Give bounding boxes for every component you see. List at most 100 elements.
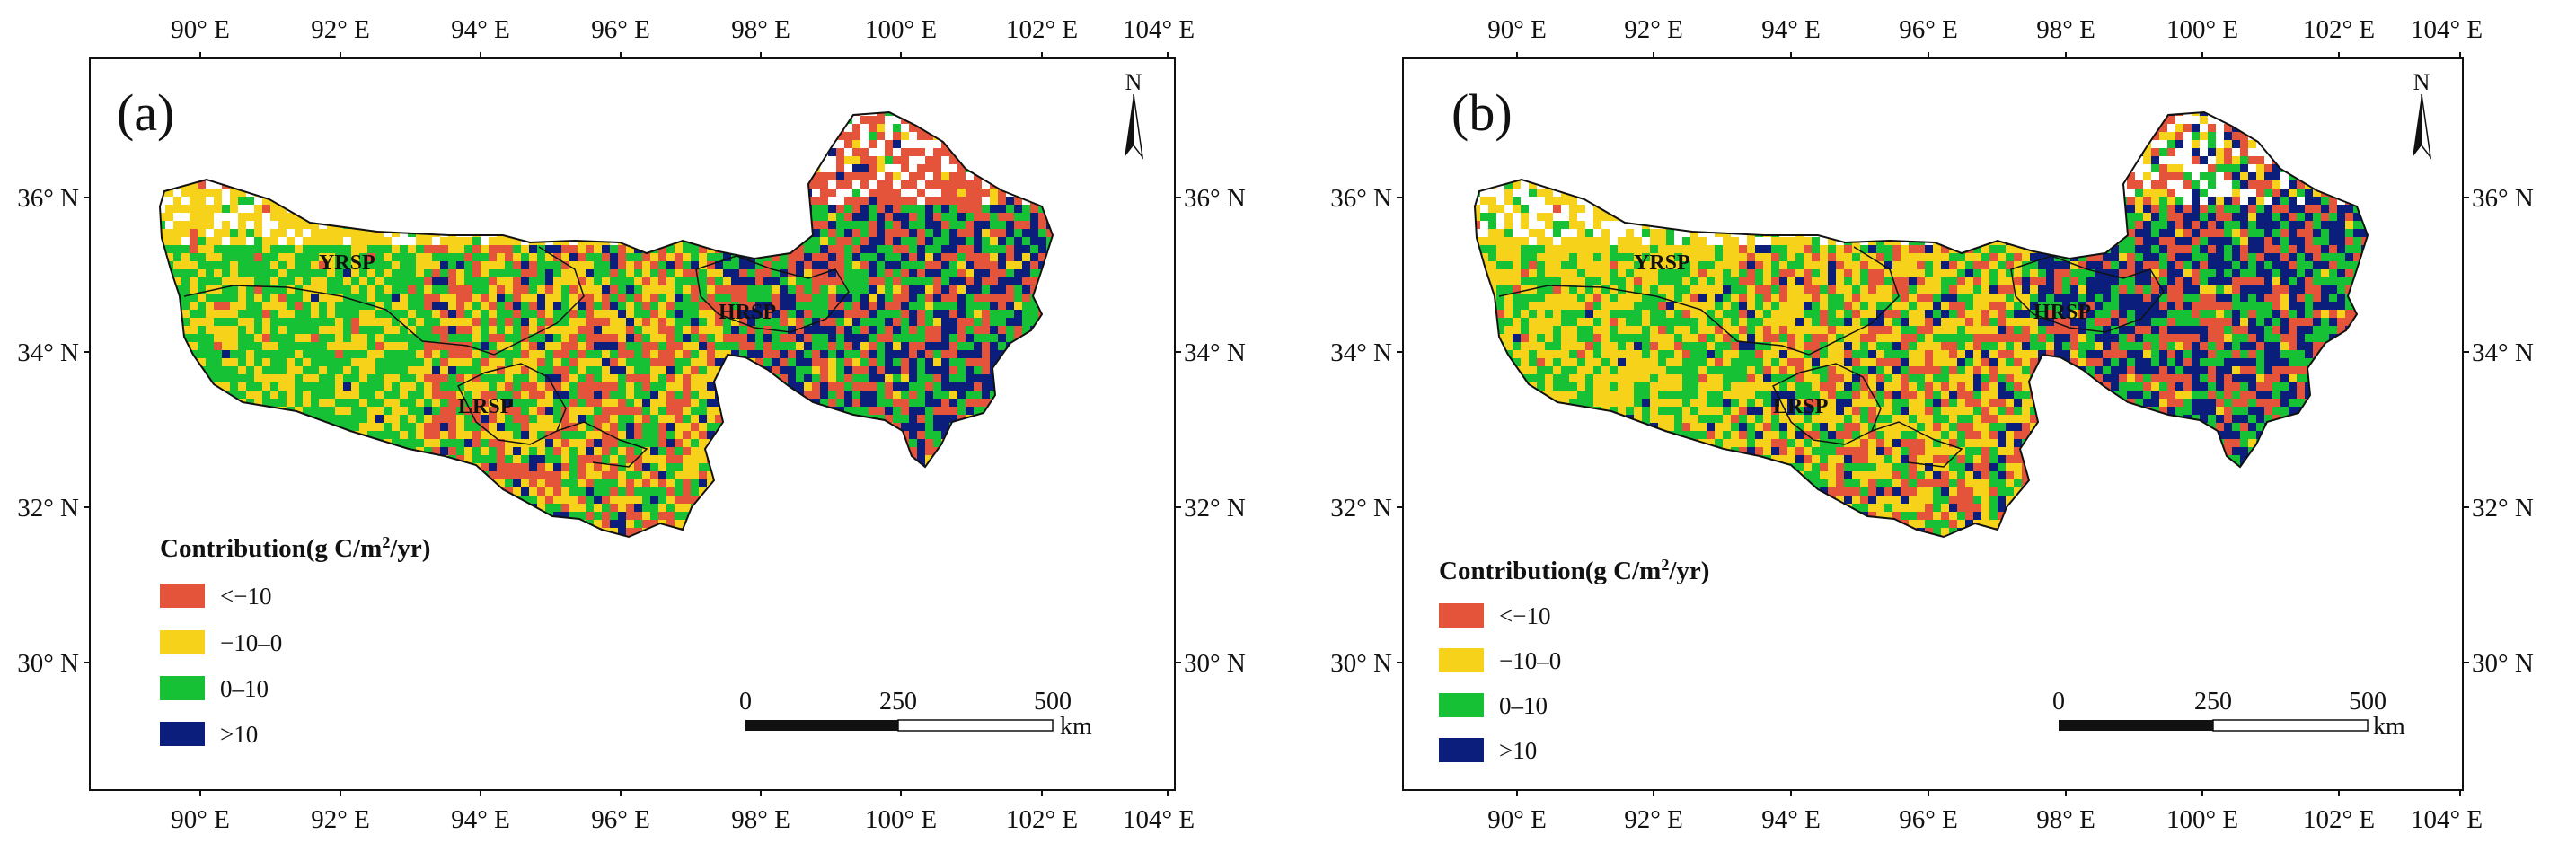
raster-cell: [513, 237, 521, 245]
raster-cell: [586, 479, 594, 487]
raster-cell: [788, 302, 796, 310]
raster-cell: [586, 382, 594, 391]
raster-cell: [238, 334, 246, 342]
raster-cell: [828, 277, 836, 285]
raster-cell: [432, 447, 440, 455]
raster-cell: [432, 350, 440, 358]
raster-cell: [392, 253, 400, 261]
raster-cell: [545, 302, 553, 310]
raster-cell: [715, 407, 723, 415]
raster-cell: [917, 253, 925, 261]
raster-cell: [925, 180, 933, 189]
raster-cell: [852, 285, 860, 294]
raster-cell: [852, 382, 860, 391]
raster-cell: [957, 205, 966, 213]
raster-cell: [820, 197, 828, 205]
raster-cell: [529, 407, 537, 415]
lon-labels-top: 90° E 92° E 94° E 96° E 98° E 100° E 102…: [171, 15, 1195, 44]
raster-cell: [489, 374, 497, 382]
raster-cell: [852, 277, 860, 285]
raster-cell: [206, 366, 214, 374]
raster-cell: [796, 253, 804, 261]
raster-cell: [852, 318, 860, 326]
raster-cell: [343, 318, 351, 326]
raster-cell: [392, 334, 400, 342]
raster-cell: [545, 447, 553, 455]
raster-cell: [392, 285, 400, 294]
raster-cell: [230, 342, 238, 350]
raster-cell: [505, 294, 513, 302]
raster-cell: [925, 197, 933, 205]
raster-cell: [602, 496, 610, 504]
raster-cell: [214, 350, 222, 358]
raster-cell: [327, 358, 335, 366]
raster-cell: [828, 342, 836, 350]
raster-cell: [739, 310, 747, 318]
raster-cell: [497, 439, 505, 447]
raster-cell: [626, 471, 634, 479]
raster-cell: [327, 253, 335, 261]
raster-cell: [594, 318, 602, 326]
raster-cell: [521, 447, 529, 455]
raster-cell: [941, 229, 949, 237]
raster-cell: [675, 463, 683, 471]
raster-cell: [594, 423, 602, 431]
raster-cell: [610, 326, 618, 334]
raster-cell: [691, 334, 699, 342]
raster-cell: [440, 277, 448, 285]
raster-cell: [287, 294, 295, 302]
raster-cell: [254, 245, 262, 253]
raster-cell: [691, 455, 699, 463]
raster-cell: [860, 213, 869, 221]
raster-cell: [545, 479, 553, 487]
raster-cell: [537, 479, 545, 487]
raster-cell: [521, 423, 529, 431]
raster-cell: [472, 358, 481, 366]
raster-cell: [448, 285, 456, 294]
raster-cell: [650, 277, 658, 285]
raster-cell: [966, 237, 974, 245]
raster-cell: [788, 277, 796, 285]
raster-cell: [594, 302, 602, 310]
raster-cell: [319, 302, 327, 310]
raster-cell: [367, 366, 375, 374]
raster-cell: [287, 310, 295, 318]
raster-cell: [957, 277, 966, 285]
raster-cell: [206, 221, 214, 229]
raster-cell: [270, 374, 278, 382]
raster-cell: [634, 294, 642, 302]
raster-cell: [949, 237, 957, 245]
raster-cell: [675, 366, 683, 374]
raster-cell: [966, 302, 974, 310]
raster-cell: [553, 447, 561, 455]
raster-cell: [731, 261, 739, 269]
raster-cell: [432, 358, 440, 366]
raster-cell: [917, 447, 925, 455]
raster-cell: [594, 479, 602, 487]
raster-cell: [982, 310, 990, 318]
raster-cell: [925, 156, 933, 164]
raster-cell: [869, 221, 877, 229]
raster-cell: [254, 310, 262, 318]
raster-cell: [675, 277, 683, 285]
raster-cell: [998, 310, 1006, 318]
raster-cell: [440, 415, 448, 423]
raster-cell: [270, 399, 278, 407]
raster-cell: [852, 399, 860, 407]
raster-cell: [335, 294, 343, 302]
raster-cell: [262, 374, 270, 382]
raster-cell: [909, 358, 917, 366]
raster-cell: [448, 269, 456, 277]
raster-cell: [230, 334, 238, 342]
raster-cell: [335, 382, 343, 391]
raster-cell: [909, 318, 917, 326]
raster-cell: [537, 487, 545, 496]
raster-cell: [763, 334, 772, 342]
raster-cell: [893, 213, 901, 221]
raster-cell: [440, 431, 448, 439]
raster-cell: [909, 431, 917, 439]
raster-cell: [675, 245, 683, 253]
raster-cell: [553, 342, 561, 350]
raster-cell: [772, 318, 780, 326]
raster-cell: [804, 269, 812, 277]
